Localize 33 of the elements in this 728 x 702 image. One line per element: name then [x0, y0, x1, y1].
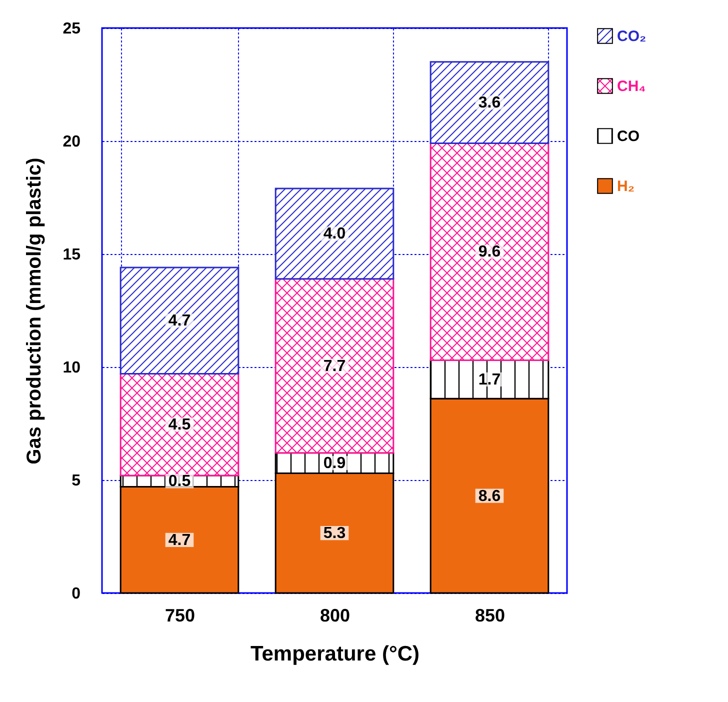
y-tick-label: 15 [62, 246, 81, 264]
x-tick-label: 850 [474, 606, 506, 626]
x-tick-label: 800 [320, 606, 350, 626]
y-axis-title: Gas production (mmol/g plastic) [24, 158, 46, 464]
bar [120, 266, 240, 375]
bar [120, 373, 240, 476]
data-label: 1.7 [478, 371, 501, 388]
data-label: 4.5 [168, 416, 191, 434]
legend-label: CO [617, 128, 640, 145]
x-axis-title: Temperature (°C) [250, 642, 420, 666]
data-label: 4.7 [168, 312, 191, 330]
legend-label: H₂ [617, 178, 634, 195]
bar [430, 61, 550, 144]
legend-label: CH₄ [617, 78, 646, 95]
legend-label: CO₂ [617, 28, 646, 45]
data-label: 8.6 [478, 488, 501, 505]
bar [430, 142, 550, 361]
data-label: 4.0 [323, 226, 346, 243]
data-label: 0.5 [168, 473, 191, 490]
x-tick-label: 750 [164, 606, 196, 626]
data-label: 3.6 [478, 94, 501, 112]
y-tick-label: 0 [72, 586, 81, 602]
data-label: 9.6 [478, 244, 501, 261]
y-tick-label: 20 [62, 134, 81, 150]
y-tick-label: 25 [62, 20, 81, 38]
data-label: 5.3 [323, 525, 346, 542]
bar [274, 278, 394, 454]
data-label: 4.7 [168, 532, 191, 549]
y-tick-label: 10 [62, 360, 81, 376]
data-label: 7.7 [323, 358, 346, 375]
data-label: 0.9 [323, 455, 346, 472]
bar [274, 188, 394, 280]
y-tick-label: 5 [72, 472, 81, 490]
